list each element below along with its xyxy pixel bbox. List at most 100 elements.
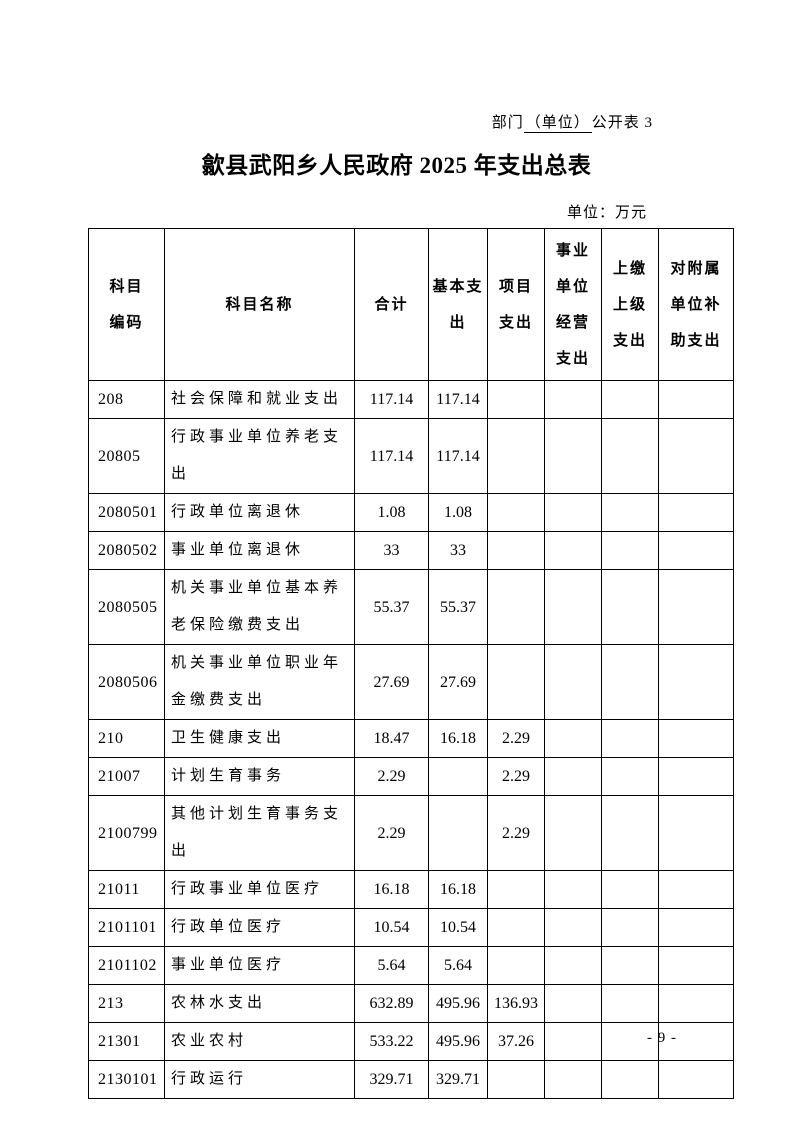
column-header-basic: 基本支 出 bbox=[428, 228, 488, 381]
table-row: 21007 计划生育事务 2.29 2.29 bbox=[88, 757, 734, 796]
cell-subsidy bbox=[658, 984, 734, 1023]
cell-total: 33 bbox=[354, 531, 429, 570]
cell-operating bbox=[544, 380, 602, 419]
cell-upward bbox=[601, 757, 659, 796]
cell-project bbox=[487, 531, 545, 570]
cell-total: 329.71 bbox=[354, 1060, 429, 1099]
cell-upward bbox=[601, 569, 659, 645]
cell-project bbox=[487, 1060, 545, 1099]
cell-upward bbox=[601, 719, 659, 758]
cell-code: 208 bbox=[88, 380, 165, 419]
cell-project bbox=[487, 644, 545, 720]
expenditure-summary-table: 科目 编码 科目名称 合计 基本支 出项目 支出 事业 单位 经营 支出 上缴 上级 支出… bbox=[88, 228, 734, 1099]
cell-total: 632.89 bbox=[354, 984, 429, 1023]
cell-subsidy bbox=[658, 493, 734, 532]
header-note-underlined: （单位） bbox=[523, 115, 592, 133]
cell-upward bbox=[601, 984, 659, 1023]
cell-subsidy bbox=[658, 644, 734, 720]
cell-upward bbox=[601, 795, 659, 871]
table-row: 2080501 行政单位离退休 1.08 1.08 bbox=[88, 493, 734, 532]
cell-name: 卫生健康支出 bbox=[164, 719, 355, 758]
cell-code: 210 bbox=[88, 719, 165, 758]
cell-name: 农林水支出 bbox=[164, 984, 355, 1023]
cell-name: 行政事业单位医疗 bbox=[164, 870, 355, 909]
column-header-subsidy: 对附属 单位补 助支出 bbox=[658, 228, 734, 381]
cell-name: 社会保障和就业支出 bbox=[164, 380, 355, 419]
cell-subsidy bbox=[658, 719, 734, 758]
cell-subsidy bbox=[658, 946, 734, 985]
cell-total: 27.69 bbox=[354, 644, 429, 720]
cell-name: 其他计划生育事务支出 bbox=[164, 795, 355, 871]
cell-project bbox=[487, 908, 545, 947]
cell-operating bbox=[544, 418, 602, 494]
cell-basic bbox=[428, 795, 488, 871]
unit-label: 单位：万元 bbox=[566, 205, 647, 221]
table-row: 2080502 事业单位离退休 33 33 bbox=[88, 531, 734, 570]
cell-operating bbox=[544, 493, 602, 532]
cell-total: 2.29 bbox=[354, 757, 429, 796]
cell-code: 21007 bbox=[88, 757, 165, 796]
cell-upward bbox=[601, 380, 659, 419]
cell-upward bbox=[601, 1022, 659, 1061]
cell-basic: 5.64 bbox=[428, 946, 488, 985]
cell-code: 2080506 bbox=[88, 644, 165, 720]
table-row: 2130101 行政运行 329.71 329.71 bbox=[88, 1060, 734, 1099]
table-row: 213 农林水支出 632.89 495.96 136.93 bbox=[88, 984, 734, 1023]
cell-name: 农业农村 bbox=[164, 1022, 355, 1061]
table-row: 2080506 机关事业单位职业年金缴费支出 27.69 27.69 bbox=[88, 644, 734, 720]
cell-operating bbox=[544, 984, 602, 1023]
cell-subsidy bbox=[658, 418, 734, 494]
cell-project: 2.29 bbox=[487, 719, 545, 758]
cell-basic: 117.14 bbox=[428, 418, 488, 494]
cell-name: 机关事业单位职业年金缴费支出 bbox=[164, 644, 355, 720]
header-note-suffix: 公开表 3 bbox=[591, 115, 653, 131]
column-header-code: 科目 编码 bbox=[88, 228, 165, 381]
cell-project: 2.29 bbox=[487, 757, 545, 796]
header-note: 部门 （单位） 公开表 3 bbox=[492, 111, 653, 133]
cell-name: 行政事业单位养老支出 bbox=[164, 418, 355, 494]
cell-code: 2080505 bbox=[88, 569, 165, 645]
cell-total: 117.14 bbox=[354, 418, 429, 494]
column-header-project: 项目 支出 bbox=[487, 228, 545, 381]
cell-project bbox=[487, 380, 545, 419]
table-row: 2080505 机关事业单位基本养老保险缴费支出 55.37 55.37 bbox=[88, 569, 734, 645]
table-row: 2101101 行政单位医疗 10.54 10.54 bbox=[88, 908, 734, 947]
cell-operating bbox=[544, 1022, 602, 1061]
cell-code: 2130101 bbox=[88, 1060, 165, 1099]
cell-subsidy bbox=[658, 569, 734, 645]
cell-name: 事业单位医疗 bbox=[164, 946, 355, 985]
cell-name: 行政运行 bbox=[164, 1060, 355, 1099]
cell-basic: 27.69 bbox=[428, 644, 488, 720]
cell-basic bbox=[428, 757, 488, 796]
cell-basic: 16.18 bbox=[428, 870, 488, 909]
cell-operating bbox=[544, 946, 602, 985]
cell-upward bbox=[601, 493, 659, 532]
table-row: 2101102 事业单位医疗 5.64 5.64 bbox=[88, 946, 734, 985]
cell-code: 213 bbox=[88, 984, 165, 1023]
cell-code: 2080502 bbox=[88, 531, 165, 570]
cell-total: 1.08 bbox=[354, 493, 429, 532]
cell-operating bbox=[544, 908, 602, 947]
page-number: - 9 - bbox=[647, 1030, 677, 1046]
cell-subsidy bbox=[658, 870, 734, 909]
cell-subsidy bbox=[658, 531, 734, 570]
cell-basic: 495.96 bbox=[428, 984, 488, 1023]
cell-code: 21301 bbox=[88, 1022, 165, 1061]
table-row: 208 社会保障和就业支出 117.14 117.14 bbox=[88, 380, 734, 419]
cell-total: 2.29 bbox=[354, 795, 429, 871]
cell-upward bbox=[601, 531, 659, 570]
column-header-total: 合计 bbox=[354, 228, 429, 381]
cell-operating bbox=[544, 1060, 602, 1099]
cell-total: 533.22 bbox=[354, 1022, 429, 1061]
cell-basic: 329.71 bbox=[428, 1060, 488, 1099]
cell-name: 事业单位离退休 bbox=[164, 531, 355, 570]
cell-total: 18.47 bbox=[354, 719, 429, 758]
page-title: 歙县武阳乡人民政府 2025 年支出总表 bbox=[201, 153, 592, 178]
cell-basic: 1.08 bbox=[428, 493, 488, 532]
cell-operating bbox=[544, 531, 602, 570]
cell-operating bbox=[544, 757, 602, 796]
table-row: 21011 行政事业单位医疗 16.18 16.18 bbox=[88, 870, 734, 909]
cell-total: 16.18 bbox=[354, 870, 429, 909]
cell-operating bbox=[544, 795, 602, 871]
cell-code: 2080501 bbox=[88, 493, 165, 532]
